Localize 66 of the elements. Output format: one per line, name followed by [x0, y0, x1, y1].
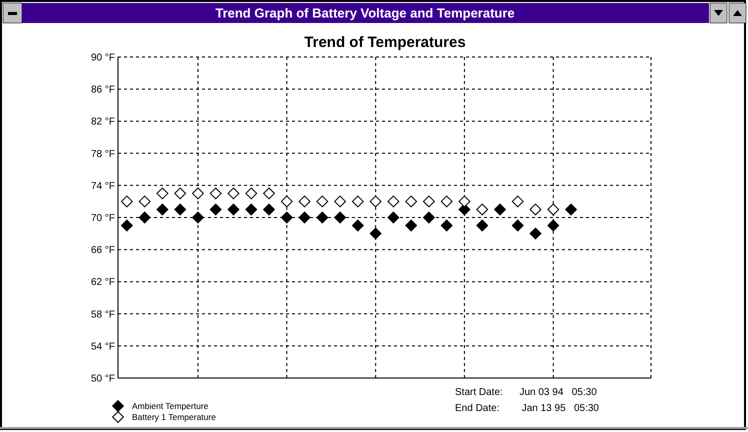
point [458, 196, 470, 208]
point [245, 204, 258, 216]
point [280, 212, 293, 224]
point [120, 196, 133, 208]
point [387, 196, 400, 208]
y-tick-label: 66 °F [90, 245, 115, 256]
point [192, 212, 204, 224]
point [512, 196, 524, 208]
point [210, 204, 222, 216]
point [512, 220, 524, 232]
point [476, 204, 488, 216]
point [547, 204, 560, 216]
legend-label: Battery 1 Temperature [132, 412, 216, 422]
y-tick-label: 58 °F [90, 309, 115, 320]
point [530, 228, 542, 240]
y-tick-label: 82 °F [90, 116, 115, 128]
point [156, 188, 168, 200]
point [245, 188, 258, 200]
point [494, 204, 506, 216]
text: End Date: Jan 13 95 05:30 [455, 403, 600, 414]
point [298, 196, 310, 208]
point [210, 188, 222, 200]
y-tick-label: 86 °F [90, 84, 115, 96]
point [298, 212, 310, 224]
point [440, 196, 453, 208]
point [476, 220, 488, 232]
point [316, 196, 328, 208]
y-tick-label: 70 °F [90, 213, 115, 224]
point [370, 196, 382, 208]
point [405, 196, 418, 208]
point [174, 204, 186, 216]
point [228, 188, 240, 200]
point [352, 196, 364, 208]
y-tick-label: 50 °F [90, 374, 115, 384]
point [228, 204, 240, 216]
point [174, 188, 186, 200]
point [370, 228, 382, 240]
point [192, 188, 204, 200]
point [156, 204, 168, 216]
point [138, 212, 151, 224]
y-tick-label: 78 °F [90, 148, 115, 160]
legend-label: Ambient Temperture [132, 400, 209, 411]
point [440, 220, 453, 232]
point [565, 204, 577, 216]
text: Start Date: Jun 03 94 05:30 [455, 387, 598, 398]
point [316, 212, 328, 224]
y-tick-label: 62 °F [90, 277, 115, 288]
point [120, 220, 133, 232]
point [352, 220, 364, 232]
point [280, 196, 293, 208]
chart-subtitle: Trend of Temperatures [304, 34, 466, 51]
point [530, 204, 542, 216]
chart-title: Trend Graph of Battery Voltage and Temperature [215, 6, 515, 20]
point [334, 196, 346, 208]
point [547, 220, 560, 232]
point [138, 196, 151, 208]
point [387, 212, 400, 224]
point [423, 212, 435, 224]
point [405, 220, 418, 232]
y-tick-label: 54 °F [90, 341, 115, 352]
point [263, 188, 275, 200]
y-tick-label: 74 °F [90, 180, 115, 192]
point [423, 196, 435, 208]
y-tick-label: 90 °F [90, 52, 115, 64]
point [263, 204, 275, 216]
point [334, 212, 346, 224]
